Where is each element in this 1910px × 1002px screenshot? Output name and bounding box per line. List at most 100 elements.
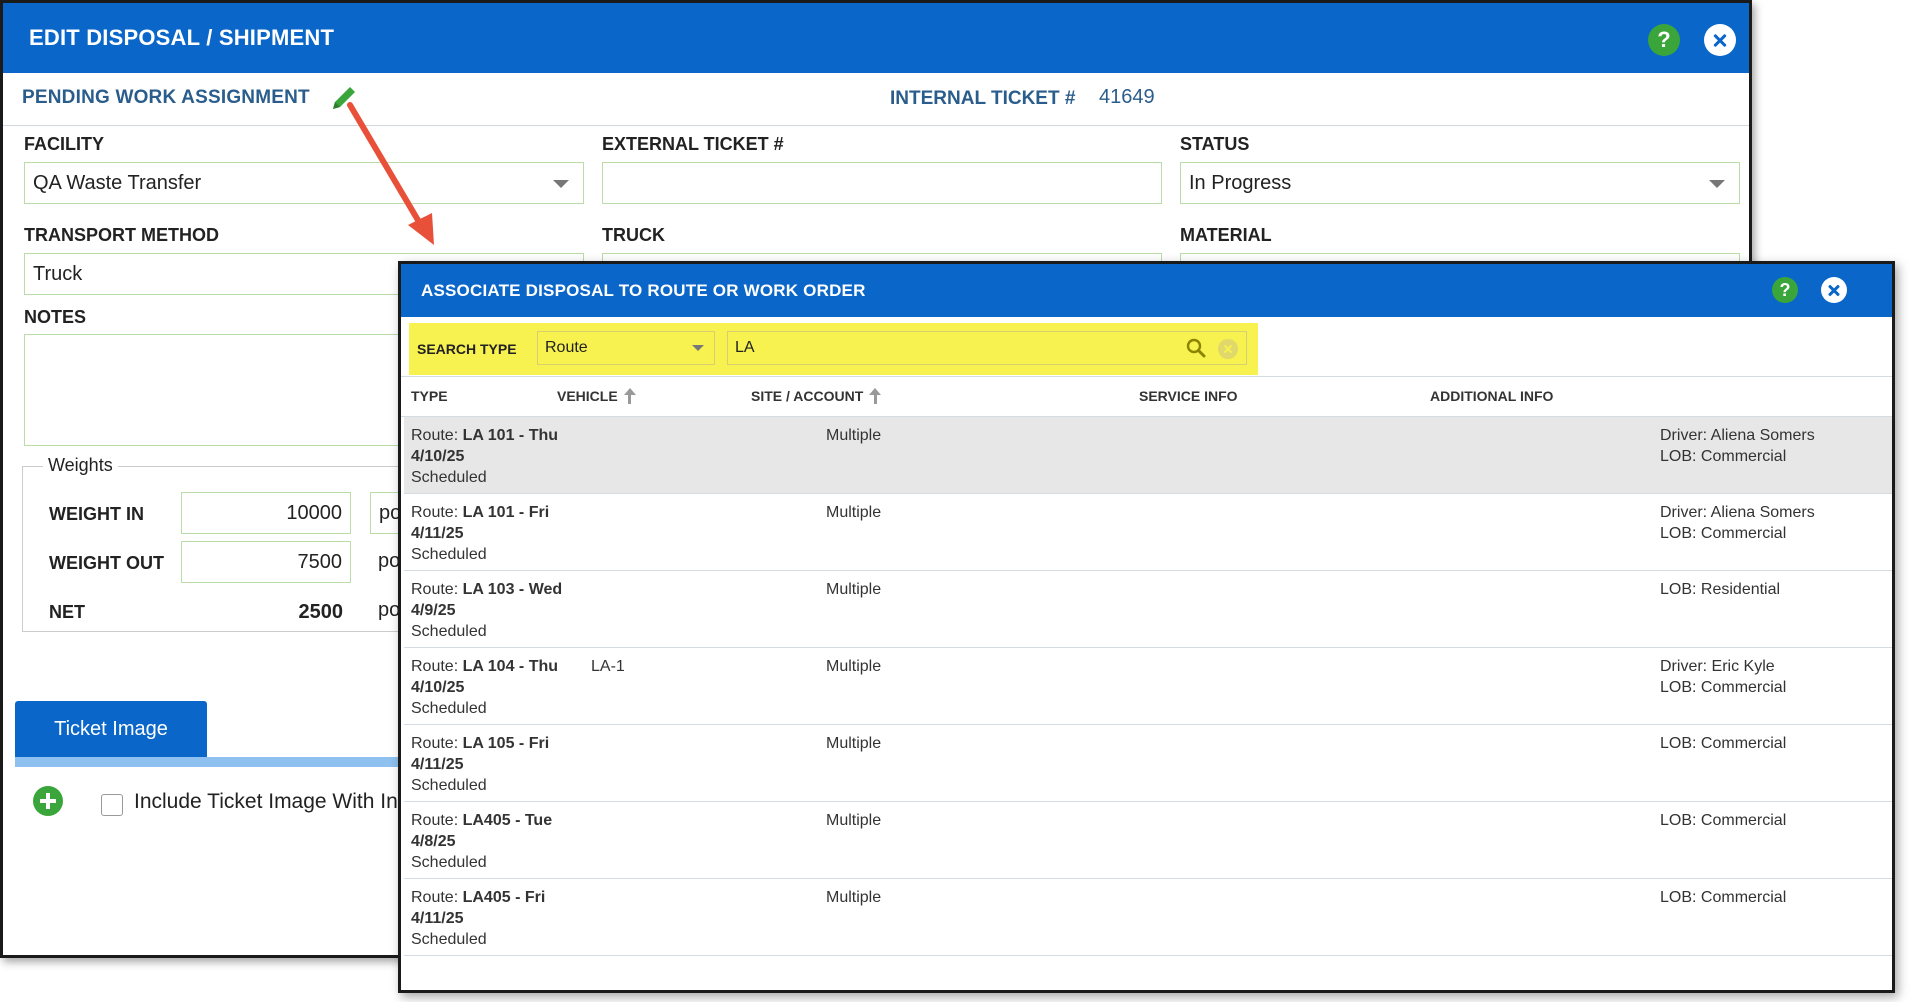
route-name: LA 103 - Wed [462,581,563,598]
facility-label: FACILITY [24,134,104,154]
route-date: 4/11/25 [411,525,464,542]
route-prefix: Route: [411,658,463,675]
status-value: In Progress [1189,172,1292,194]
type-cell: Route: LA 105 - Fri 4/11/25 Scheduled [411,733,581,796]
search-bar: SEARCH TYPE Route LA [409,323,1258,375]
close-icon[interactable] [1821,277,1847,303]
route-date: 4/11/25 [411,756,464,773]
info-line: Driver: Aliena Somers [1660,504,1815,521]
sort-ascending-icon[interactable] [868,388,882,404]
type-cell: Route: LA 101 - Fri 4/11/25 Scheduled [411,502,581,565]
route-prefix: Route: [411,427,463,444]
info-line: LOB: Commercial [1660,812,1787,829]
transport-method-label: TRANSPORT METHOD [24,225,219,245]
route-status: Scheduled [411,546,487,563]
search-query: LA [735,339,755,356]
search-icon[interactable] [1186,338,1206,358]
route-prefix: Route: [411,889,463,906]
status-label: STATUS [1180,134,1250,154]
type-cell: Route: LA405 - Tue 4/8/25 Scheduled [411,810,581,873]
pencil-edit-icon[interactable] [329,83,359,113]
route-status: Scheduled [411,469,487,486]
column-header-service-info[interactable]: SERVICE INFO [1139,388,1238,404]
external-ticket-input[interactable] [602,162,1162,204]
pending-work-assignment-label: PENDING WORK ASSIGNMENT [22,87,310,108]
route-name: LA 101 - Thu [462,427,559,444]
route-prefix: Route: [411,735,463,752]
route-prefix: Route: [411,812,463,829]
help-icon[interactable]: ? [1648,24,1680,56]
table-row[interactable]: Route: LA405 - Fri 4/11/25 Scheduled Multi… [404,879,1892,956]
sort-ascending-icon[interactable] [623,388,637,404]
site-cell: Multiple [826,658,882,675]
annotation-arrow-icon [347,102,434,245]
table-row[interactable]: Route: LA 105 - Fri 4/11/25 Scheduled Mult… [404,725,1892,802]
facility-value: QA Waste Transfer [33,172,202,194]
clear-search-icon[interactable] [1218,339,1238,359]
site-cell: Multiple [826,581,882,598]
table-row[interactable]: Route: LA 103 - Wed 4/9/25 Scheduled Multi… [404,571,1892,648]
additional-info-cell: LOB: Commercial [1660,887,1786,908]
site-cell: Multiple [826,504,882,521]
route-date: 4/9/25 [411,602,456,619]
weights-legend: Weights [43,455,118,476]
associate-disposal-dialog: ASSOCIATE DISPOSAL TO ROUTE OR WORK ORDE… [398,261,1895,993]
table-row[interactable]: Route: LA405 - Tue 4/8/25 Scheduled Multip… [404,802,1892,879]
route-name: LA 104 - Thu [462,658,559,675]
weight-in-input[interactable]: 10000 [181,492,351,534]
site-cell: Multiple [826,735,882,752]
column-header-site[interactable]: SITE / ACCOUNT [751,376,882,416]
site-cell: Multiple [826,427,882,444]
transport-method-value: Truck [33,263,83,285]
search-type-value: Route [545,339,588,356]
route-status: Scheduled [411,623,487,640]
table-row[interactable]: Route: LA 101 - Fri 4/11/25 Scheduled Mult… [404,494,1892,571]
additional-info-cell: LOB: Commercial [1660,810,1786,831]
route-date: 4/11/25 [411,910,464,927]
column-header-site-label: SITE / ACCOUNT [751,388,864,404]
chevron-down-icon [692,345,704,351]
search-type-select[interactable]: Route [537,331,715,365]
internal-ticket-label: INTERNAL TICKET # [890,88,1076,109]
column-header-vehicle[interactable]: VEHICLE [557,376,637,416]
dialog-titlebar: EDIT DISPOSAL / SHIPMENT ? [3,3,1749,73]
info-line: Driver: Eric Kyle [1660,658,1775,675]
info-line: Driver: Aliena Somers [1660,427,1815,444]
info-line: LOB: Commercial [1660,889,1787,906]
table-row[interactable]: Route: LA 101 - Thu 4/10/25 Scheduled Mult… [404,417,1892,494]
notes-label: NOTES [24,307,87,327]
chevron-down-icon [553,180,569,188]
search-type-label: SEARCH TYPE [417,341,517,357]
table-row[interactable]: Route: LA 104 - Thu 4/10/25 Scheduled LA-1… [404,648,1892,725]
help-icon[interactable]: ? [1772,277,1798,303]
include-ticket-image-checkbox[interactable] [101,794,123,816]
add-icon[interactable] [33,786,63,816]
weight-out-unit: po [378,550,401,572]
assoc-dialog-title: ASSOCIATE DISPOSAL TO ROUTE OR WORK ORDE… [421,281,866,300]
additional-info-cell: LOB: Residential [1660,579,1780,600]
facility-select[interactable]: QA Waste Transfer [24,162,584,204]
status-select[interactable]: In Progress [1180,162,1740,204]
weight-in-label: WEIGHT IN [49,504,144,524]
dialog-subheader: PENDING WORK ASSIGNMENT INTERNAL TICKET … [3,73,1749,126]
route-date: 4/10/25 [411,679,465,696]
column-header-type[interactable]: TYPE [411,388,448,404]
info-line: LOB: Residential [1660,581,1781,598]
route-status: Scheduled [411,931,487,948]
close-icon[interactable] [1704,24,1736,56]
include-ticket-image-label: Include Ticket Image With In [134,790,398,813]
vehicle-cell: LA-1 [591,658,625,675]
net-unit: po [378,599,401,621]
weight-out-input[interactable]: 7500 [181,541,351,583]
info-line: LOB: Commercial [1660,679,1787,696]
tab-ticket-image[interactable]: Ticket Image [15,701,207,757]
column-header-additional-info[interactable]: ADDITIONAL INFO [1430,388,1554,404]
search-input[interactable]: LA [727,331,1247,365]
additional-info-cell: Driver: Eric Kyle LOB: Commercial [1660,656,1786,698]
type-cell: Route: LA 101 - Thu 4/10/25 Scheduled [411,425,581,488]
column-header-vehicle-label: VEHICLE [557,388,618,404]
tab-underline [15,757,415,767]
weight-out-label: WEIGHT OUT [49,553,164,573]
route-name: LA405 - Fri [462,889,546,906]
route-date: 4/10/25 [411,448,465,465]
